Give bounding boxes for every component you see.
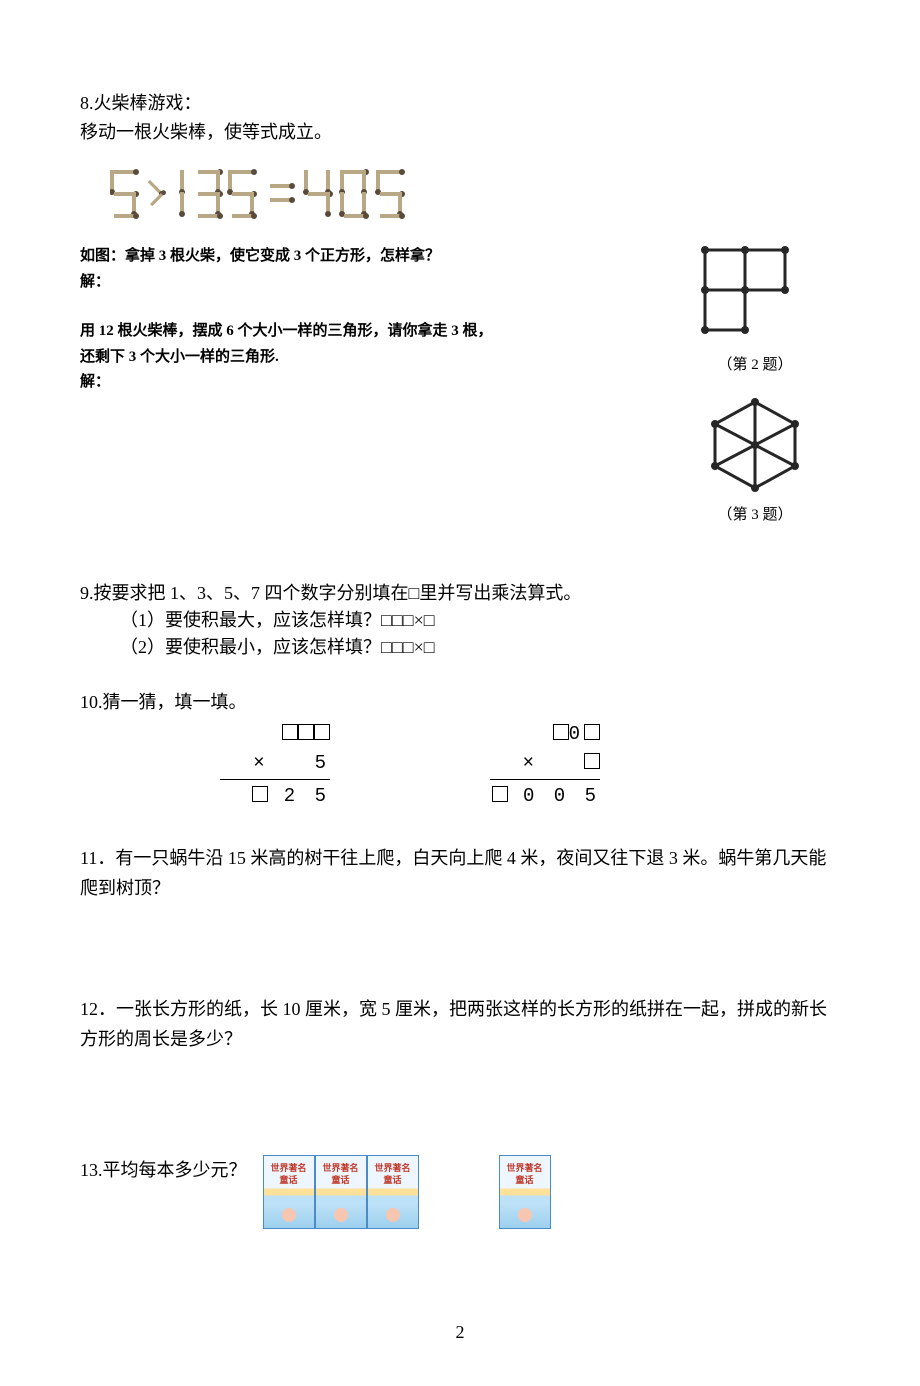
q8-fig2-label: （第 2 题）	[670, 354, 840, 377]
q8-part2-answer-label: 解：	[80, 270, 650, 296]
matchstick-equation	[110, 166, 470, 222]
question-8: 8.火柴棒游戏： 移动一根火柴棒，使等式成立。	[80, 90, 840, 544]
question-13: 13.平均每本多少元？ 世界著名 童话 世界著名 童话 世界著名 童话 世界著名	[80, 1155, 840, 1229]
q8-part3-line2: 还剩下 3 个大小一样的三角形.	[80, 345, 650, 371]
q10-left-row2: × 5	[220, 749, 330, 778]
book-title-2: 童话	[316, 1174, 366, 1188]
question-9: 9.按要求把 1、3、5、7 四个数字分别填在□里并写出乘法算式。 （1）要使积…	[80, 580, 840, 661]
q8-subtitle: 移动一根火柴棒，使等式成立。	[80, 119, 840, 146]
book-group-left: 世界著名 童话 世界著名 童话 世界著名 童话	[263, 1155, 419, 1229]
book-group-right: 世界著名 童话	[499, 1155, 551, 1229]
q9-title: 9.按要求把 1、3、5、7 四个数字分别填在□里并写出乘法算式。	[80, 580, 840, 607]
q10-right-column: 0 × 0 0 5	[490, 720, 600, 811]
question-12: 12．一张长方形的纸，长 10 厘米，宽 5 厘米，把两张这样的长方形的纸拼在一…	[80, 994, 840, 1055]
question-10: 10.猜一猜，填一填。 × 5 2 5 0 × 0 0 5	[80, 689, 840, 811]
q8-fig3-label: （第 3 题）	[670, 504, 840, 527]
q8-part3-line1: 用 12 根火柴棒，摆成 6 个大小一样的三角形，请你拿走 3 根，	[80, 319, 650, 345]
book-cover: 世界著名 童话	[499, 1155, 551, 1229]
book-cover: 世界著名 童话	[263, 1155, 315, 1229]
book-cover: 世界著名 童话	[367, 1155, 419, 1229]
q10-left-column: × 5 2 5	[220, 720, 330, 811]
book-title-2: 童话	[368, 1174, 418, 1188]
book-title-2: 童话	[500, 1174, 550, 1188]
book-cover: 世界著名 童话	[315, 1155, 367, 1229]
hexagon-figure	[695, 394, 815, 494]
question-11: 11．有一只蜗牛沿 15 米高的树干往上爬，白天向上爬 4 米，夜间又往下退 3…	[80, 843, 840, 904]
q8-part3-answer-label: 解：	[80, 370, 650, 396]
q10-title: 10.猜一猜，填一填。	[80, 689, 840, 716]
q8-part2-text: 如图：拿掉 3 根火柴，使它变成 3 个正方形，怎样拿？	[80, 244, 650, 270]
book-title-2: 童话	[264, 1174, 314, 1188]
q9-part2: （2）要使积最小，应该怎样填？□□□×□	[80, 634, 840, 661]
q8-title: 8.火柴棒游戏：	[80, 90, 840, 117]
squares-figure	[685, 244, 825, 344]
q9-part1: （1）要使积最大，应该怎样填？□□□×□	[80, 607, 840, 634]
page-number: 2	[80, 1319, 840, 1346]
q13-text: 13.平均每本多少元？	[80, 1155, 263, 1184]
